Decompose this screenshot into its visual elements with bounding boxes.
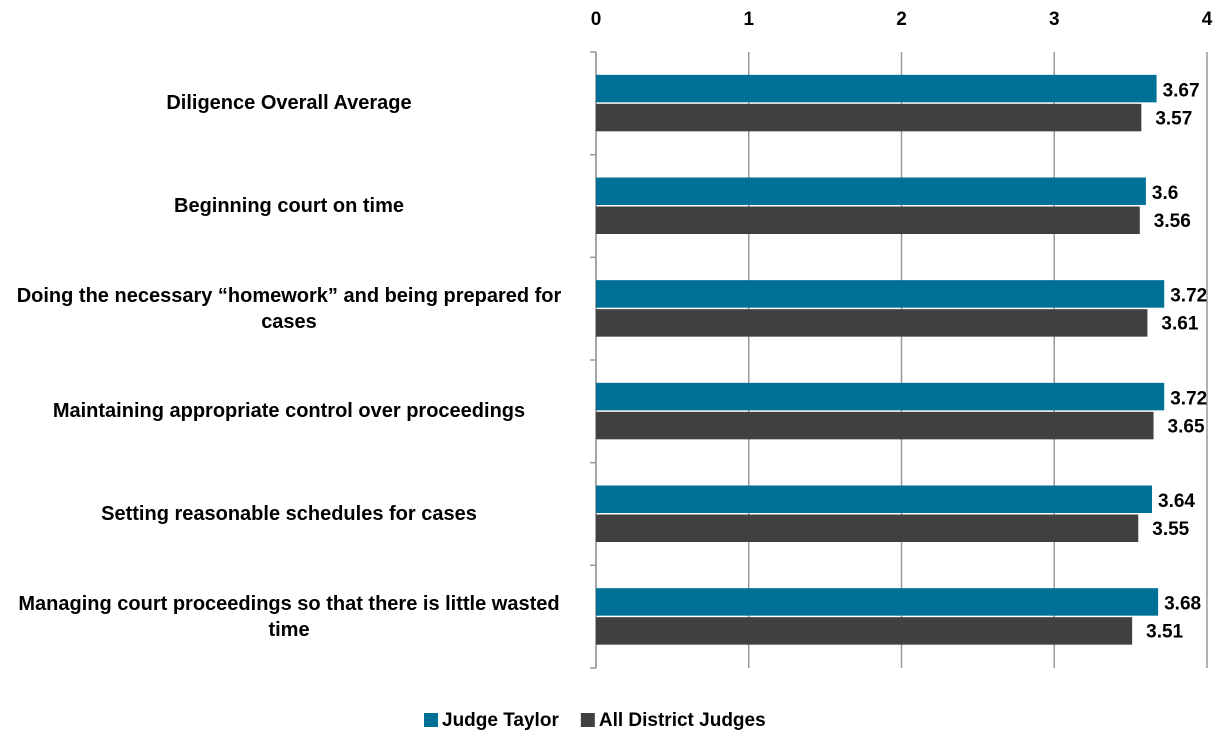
- bar: [596, 382, 1165, 411]
- bar: [596, 617, 1133, 645]
- legend-swatch: [580, 713, 595, 727]
- value-label: 3.57: [1155, 108, 1192, 129]
- x-tick-label: 4: [1202, 9, 1213, 30]
- x-tick-label: 3: [1049, 9, 1060, 30]
- bar: [596, 74, 1157, 103]
- y-tick-label: Beginning court on time: [174, 195, 404, 217]
- legend-label: Judge Taylor: [442, 710, 559, 731]
- bar: [596, 103, 1142, 132]
- legend-swatch: [424, 713, 438, 727]
- bar: [596, 588, 1159, 616]
- bar: [596, 514, 1139, 542]
- value-label: 3.68: [1164, 594, 1201, 615]
- legend-label: All District Judges: [599, 710, 766, 731]
- x-tick-label: 0: [591, 9, 602, 30]
- bar: [596, 206, 1140, 234]
- value-label: 3.72: [1170, 286, 1207, 307]
- bar: [596, 485, 1153, 513]
- y-tick-label: Managing court proceedings so that there…: [18, 592, 560, 641]
- value-label: 3.72: [1170, 388, 1207, 409]
- y-tick-label: Doing the necessary “homework” and being…: [16, 284, 562, 333]
- value-label: 3.51: [1146, 622, 1183, 643]
- x-tick-label: 2: [896, 9, 907, 30]
- value-label: 3.67: [1163, 80, 1200, 101]
- bar: [596, 280, 1165, 308]
- y-tick-label: Setting reasonable schedules for cases: [101, 503, 477, 525]
- value-label: 3.64: [1158, 491, 1195, 512]
- x-tick-label: 1: [743, 9, 754, 30]
- y-tick-label: Diligence Overall Average: [166, 92, 412, 115]
- value-label: 3.56: [1154, 211, 1191, 232]
- y-tick-label: Maintaining appropriate control over pro…: [52, 400, 526, 423]
- value-label: 3.65: [1168, 416, 1205, 437]
- bar: [596, 309, 1148, 337]
- value-label: 3.6: [1152, 183, 1178, 204]
- bar: [596, 411, 1154, 440]
- bar: [596, 177, 1146, 205]
- value-label: 3.55: [1152, 519, 1189, 540]
- value-label: 3.61: [1161, 314, 1198, 335]
